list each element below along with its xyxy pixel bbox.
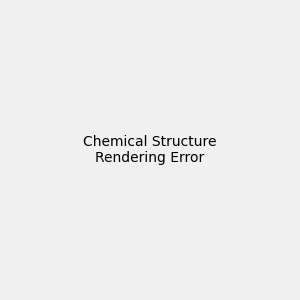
Text: Chemical Structure
Rendering Error: Chemical Structure Rendering Error (83, 135, 217, 165)
